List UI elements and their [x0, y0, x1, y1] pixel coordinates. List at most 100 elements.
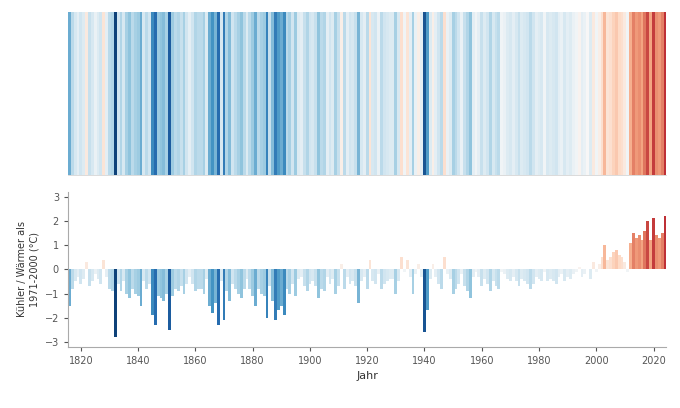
- Bar: [111, 269, 114, 291]
- Bar: [77, 269, 80, 277]
- Bar: [492, 12, 494, 175]
- Bar: [617, 255, 621, 269]
- Bar: [314, 12, 317, 175]
- Bar: [558, 12, 560, 175]
- Bar: [168, 269, 171, 330]
- Bar: [349, 269, 352, 284]
- Bar: [226, 269, 228, 291]
- Bar: [629, 12, 632, 175]
- Bar: [208, 12, 211, 175]
- Bar: [607, 12, 609, 175]
- Bar: [437, 12, 440, 175]
- Bar: [512, 269, 515, 277]
- Bar: [377, 12, 380, 175]
- Bar: [300, 12, 303, 175]
- Bar: [371, 269, 375, 282]
- Bar: [526, 269, 529, 284]
- Bar: [586, 12, 589, 175]
- Bar: [626, 269, 629, 272]
- Bar: [575, 12, 577, 175]
- Bar: [498, 12, 500, 175]
- Bar: [226, 12, 228, 175]
- Bar: [392, 12, 394, 175]
- Bar: [375, 269, 377, 284]
- Bar: [335, 12, 337, 175]
- Bar: [97, 269, 99, 279]
- Bar: [532, 12, 534, 175]
- Bar: [163, 12, 165, 175]
- Bar: [97, 12, 99, 175]
- Bar: [188, 12, 191, 175]
- Bar: [477, 12, 480, 175]
- Bar: [418, 12, 420, 175]
- Bar: [343, 269, 345, 289]
- Bar: [403, 12, 406, 175]
- Bar: [280, 269, 283, 306]
- Bar: [286, 269, 288, 289]
- Bar: [655, 12, 658, 175]
- Bar: [151, 269, 154, 315]
- Bar: [134, 12, 137, 175]
- Bar: [477, 269, 480, 277]
- Bar: [71, 12, 73, 175]
- Bar: [323, 12, 326, 175]
- Bar: [423, 269, 426, 332]
- Bar: [117, 12, 120, 175]
- Bar: [337, 12, 340, 175]
- Bar: [515, 12, 517, 175]
- Bar: [103, 259, 105, 269]
- Bar: [234, 269, 237, 289]
- Bar: [340, 264, 343, 269]
- Bar: [73, 269, 77, 282]
- Bar: [269, 269, 271, 286]
- Bar: [409, 269, 411, 277]
- Bar: [191, 269, 194, 284]
- Bar: [108, 269, 111, 289]
- Bar: [426, 12, 429, 175]
- Bar: [165, 12, 168, 175]
- Bar: [363, 12, 366, 175]
- Bar: [168, 12, 171, 175]
- Bar: [643, 12, 647, 175]
- Bar: [469, 12, 472, 175]
- Bar: [543, 12, 546, 175]
- Bar: [160, 269, 163, 298]
- Bar: [386, 12, 389, 175]
- Bar: [300, 269, 303, 277]
- Bar: [114, 269, 117, 337]
- Bar: [85, 12, 88, 175]
- Bar: [328, 12, 331, 175]
- Bar: [111, 12, 114, 175]
- Bar: [397, 12, 400, 175]
- Bar: [80, 269, 82, 284]
- Bar: [581, 269, 583, 277]
- Bar: [269, 12, 271, 175]
- Bar: [454, 269, 458, 289]
- Bar: [360, 269, 363, 282]
- Bar: [375, 12, 377, 175]
- Bar: [549, 12, 552, 175]
- Bar: [380, 269, 383, 289]
- Bar: [624, 12, 626, 175]
- Bar: [480, 12, 483, 175]
- Bar: [592, 262, 595, 269]
- Bar: [563, 269, 566, 282]
- Bar: [288, 269, 291, 293]
- Bar: [177, 12, 180, 175]
- Bar: [486, 269, 489, 284]
- Bar: [360, 12, 363, 175]
- Bar: [534, 12, 538, 175]
- Bar: [357, 269, 360, 303]
- Bar: [411, 12, 414, 175]
- Bar: [638, 12, 641, 175]
- Bar: [151, 12, 154, 175]
- Bar: [328, 269, 331, 284]
- Bar: [429, 269, 432, 279]
- Bar: [154, 12, 157, 175]
- Bar: [326, 269, 328, 277]
- Bar: [257, 12, 260, 175]
- Bar: [205, 12, 208, 175]
- Bar: [117, 269, 120, 284]
- Bar: [492, 269, 494, 282]
- Bar: [509, 12, 512, 175]
